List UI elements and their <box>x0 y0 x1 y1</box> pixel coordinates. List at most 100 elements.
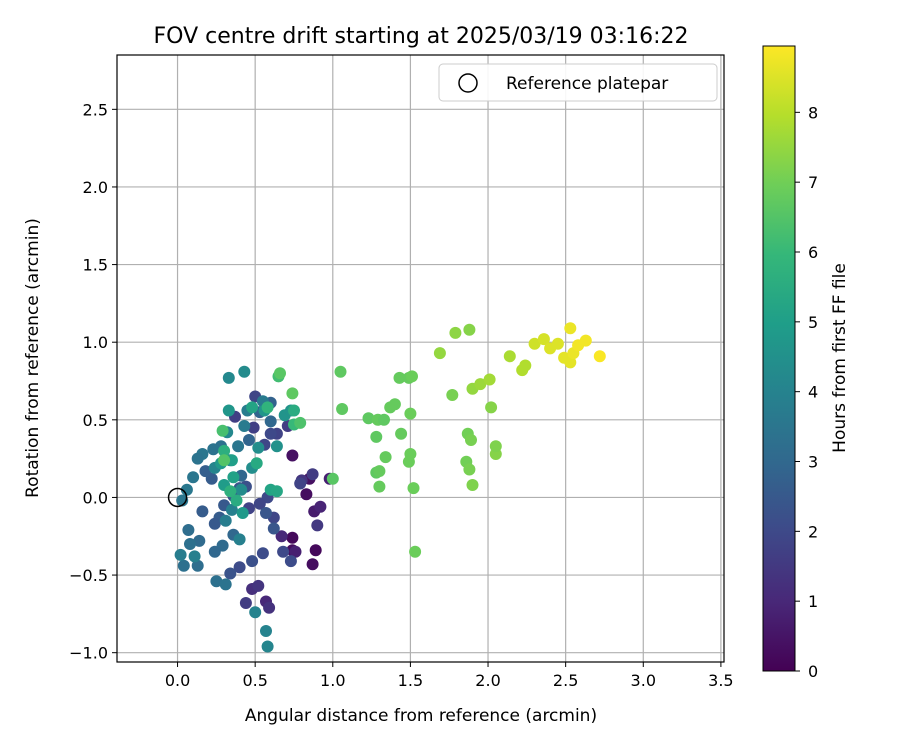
data-point <box>208 517 221 530</box>
data-point <box>406 370 418 383</box>
data-point <box>275 530 288 543</box>
data-point <box>182 524 195 536</box>
data-point <box>224 485 237 498</box>
data-point <box>286 449 299 462</box>
data-point <box>409 545 422 558</box>
data-point <box>314 500 327 513</box>
data-point <box>407 482 420 495</box>
data-point <box>176 494 189 507</box>
data-point <box>270 440 283 453</box>
data-point <box>528 337 541 350</box>
plot-frame <box>116 54 725 663</box>
data-point <box>239 597 252 609</box>
colorbar-tick-label: 6 <box>808 243 818 262</box>
data-point <box>378 413 390 426</box>
data-point <box>286 387 299 400</box>
data-point <box>483 373 496 386</box>
x-tick-label: 1.0 <box>320 671 345 690</box>
x-tick-label: 2.5 <box>553 671 578 690</box>
data-point <box>326 472 339 485</box>
data-point <box>388 398 401 411</box>
data-point <box>218 454 231 467</box>
data-point <box>294 416 307 429</box>
data-point <box>463 463 476 476</box>
data-point <box>260 625 272 637</box>
data-point <box>395 427 408 440</box>
data-point <box>373 465 386 478</box>
scatter-points <box>174 322 606 653</box>
data-point <box>219 514 232 527</box>
data-point <box>306 468 319 481</box>
x-tick-label: 3.5 <box>708 671 733 690</box>
x-tick-label: 2.0 <box>475 671 500 690</box>
data-point <box>463 323 476 336</box>
x-tick-label: 1.5 <box>398 671 423 690</box>
data-point <box>243 434 255 446</box>
data-point <box>537 333 550 346</box>
data-point <box>261 640 274 653</box>
data-point <box>199 465 212 478</box>
data-point <box>177 559 190 572</box>
data-point <box>247 421 260 434</box>
data-point <box>191 452 204 465</box>
colorbar-tick-label: 1 <box>808 592 818 611</box>
data-point <box>238 420 251 432</box>
data-point <box>288 404 300 417</box>
data-point <box>465 434 477 446</box>
colorbar-tick-label: 3 <box>808 453 818 472</box>
colorbar-ticks: 0 1 2 3 4 5 6 7 8 <box>795 103 818 681</box>
data-point <box>289 545 302 558</box>
data-point <box>174 548 187 561</box>
data-point <box>300 488 313 501</box>
data-point <box>207 443 220 456</box>
legend-reference-marker <box>458 73 478 93</box>
data-point <box>246 401 259 414</box>
data-point <box>188 550 201 563</box>
data-point <box>233 561 246 574</box>
data-point <box>593 350 606 363</box>
data-point <box>519 359 532 372</box>
data-point <box>261 401 274 414</box>
y-tick-label: 2.0 <box>83 178 108 197</box>
colorbar: 0 1 2 3 4 5 6 7 8 Hours from first FF file <box>762 45 850 681</box>
data-point <box>267 522 280 535</box>
y-tick-label: 1.0 <box>83 333 108 352</box>
x-tick-label: 0.5 <box>242 671 267 690</box>
data-point <box>196 505 209 518</box>
legend-reference-label: Reference platepar <box>506 74 668 94</box>
data-point <box>184 538 196 550</box>
colorbar-tick-label: 8 <box>808 103 818 122</box>
data-point <box>187 471 200 484</box>
data-point <box>286 531 299 544</box>
data-point <box>191 559 204 572</box>
data-point <box>404 448 417 460</box>
y-axis-label: Rotation from reference (arcmin) <box>23 218 43 498</box>
data-point <box>210 575 223 588</box>
data-point <box>446 389 459 401</box>
y-tick-label: −0.5 <box>69 566 108 585</box>
reference-marker-layer <box>167 487 188 508</box>
data-point <box>227 471 240 484</box>
x-axis-label: Angular distance from reference (arcmin) <box>245 706 597 726</box>
data-point <box>222 404 235 417</box>
data-point <box>474 378 487 391</box>
data-point <box>274 367 286 380</box>
data-point <box>503 350 516 363</box>
data-point <box>485 401 498 414</box>
colorbar-gradient <box>763 46 795 671</box>
colorbar-label: Hours from first FF file <box>830 263 850 453</box>
data-point <box>246 555 259 568</box>
data-point <box>250 457 263 470</box>
grid-lines <box>117 55 724 662</box>
data-point <box>252 441 265 454</box>
data-point <box>362 412 375 425</box>
data-point <box>466 479 479 491</box>
data-point <box>270 485 283 498</box>
legend-box <box>438 63 718 102</box>
data-point <box>294 477 307 490</box>
y-tick-label: 0.0 <box>83 488 108 507</box>
data-point <box>263 601 276 614</box>
data-point <box>224 567 237 580</box>
data-point <box>260 507 272 519</box>
